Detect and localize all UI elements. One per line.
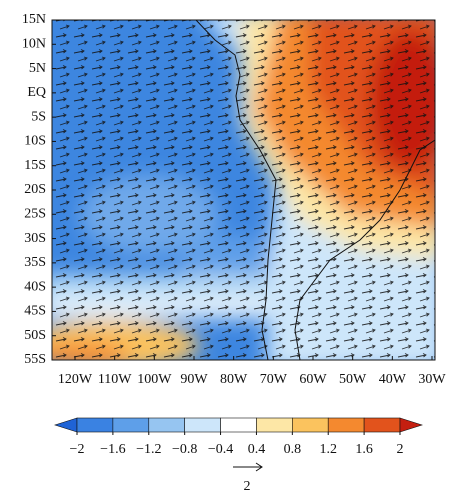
lat-label: 35S <box>24 255 46 270</box>
colorbar-tick-label: 1.2 <box>319 442 337 457</box>
lat-label: 10S <box>24 134 46 149</box>
lon-label: 50W <box>339 372 367 387</box>
colorbar-tick-label: 1.6 <box>355 442 373 457</box>
lat-label: 20S <box>24 182 46 197</box>
colorbar-tick-label: −2 <box>70 442 85 457</box>
lon-label: 100W <box>137 372 172 387</box>
colorbar-tick-label: 0.4 <box>248 442 266 457</box>
colorbar-box <box>292 417 329 433</box>
colorbar-box <box>256 417 293 433</box>
colorbar-box <box>363 417 401 433</box>
lat-label: 10N <box>22 37 46 52</box>
lat-label: 25S <box>24 207 46 222</box>
colorbar-box <box>76 417 114 433</box>
lon-label: 40W <box>379 372 407 387</box>
colorbar-tick-label: 2 <box>397 442 404 457</box>
colorbar-extend-high <box>399 417 423 433</box>
lat-label: 30S <box>24 231 46 246</box>
lon-label: 30W <box>418 372 446 387</box>
lon-label: 80W <box>220 372 248 387</box>
lon-label: 60W <box>299 372 327 387</box>
colorbar-box <box>148 417 185 433</box>
lat-label: 55S <box>24 352 46 367</box>
lat-label: 5N <box>29 61 46 76</box>
lat-label: 15N <box>22 12 46 27</box>
colorbar-box <box>112 417 150 433</box>
lat-label: 15S <box>24 158 46 173</box>
colorbar-tick-label: −0.4 <box>208 442 233 457</box>
colorbar-box <box>184 417 221 433</box>
lon-label: 110W <box>98 372 132 387</box>
lat-label: 50S <box>24 328 46 343</box>
lat-label: EQ <box>27 85 46 100</box>
lat-label: 45S <box>24 304 46 319</box>
lon-label: 70W <box>260 372 288 387</box>
lat-label: 5S <box>31 109 46 124</box>
lon-label: 120W <box>58 372 93 387</box>
colorbar-tick-label: −1.2 <box>136 442 161 457</box>
vector-reference: 2 <box>233 462 263 494</box>
lat-label: 40S <box>24 279 46 294</box>
colorbar-tick-label: −0.8 <box>172 442 197 457</box>
colorbar-extend-low <box>54 417 78 433</box>
colorbar-box <box>327 417 365 433</box>
colorbar-tick-label: 0.8 <box>284 442 302 457</box>
lon-label: 90W <box>180 372 208 387</box>
colorbar-box <box>220 417 257 433</box>
map-field <box>52 20 435 360</box>
colorbar-tick-label: −1.6 <box>100 442 125 457</box>
vector-reference-label: 2 <box>244 479 251 494</box>
